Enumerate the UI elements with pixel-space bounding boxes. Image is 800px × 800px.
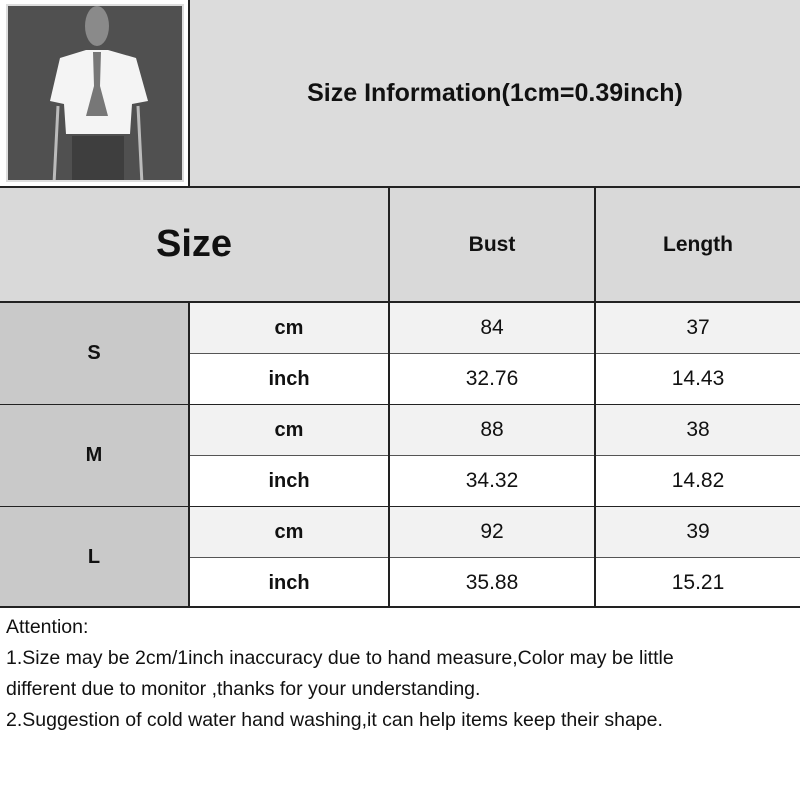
unit-label: inch [190, 558, 388, 608]
length-value: 38 [596, 405, 800, 455]
row-divider [190, 455, 800, 456]
header-length: Length [596, 188, 800, 301]
unit-label: inch [190, 456, 388, 506]
unit-label: cm [190, 507, 388, 557]
length-value: 37 [596, 303, 800, 353]
bust-value: 35.88 [390, 558, 594, 608]
attention-line-1a: 1.Size may be 2cm/1inch inaccuracy due t… [6, 647, 674, 669]
attention-line-1b: different due to monitor ,thanks for you… [6, 678, 481, 700]
attention-line-2: 2.Suggestion of cold water hand washing,… [6, 709, 663, 731]
attention-heading: Attention: [6, 616, 89, 638]
unit-label: cm [190, 405, 388, 455]
length-value: 15.21 [596, 558, 800, 608]
bust-value: 32.76 [390, 354, 594, 404]
size-label: S [0, 303, 188, 404]
bust-value: 88 [390, 405, 594, 455]
size-label: L [0, 507, 188, 608]
row-divider [190, 557, 800, 558]
bust-value: 84 [390, 303, 594, 353]
unit-label: cm [190, 303, 388, 353]
bust-value: 92 [390, 507, 594, 557]
row-divider [190, 353, 800, 354]
header-bust: Bust [390, 188, 594, 301]
bust-value: 34.32 [390, 456, 594, 506]
header-size: Size [0, 188, 388, 301]
length-value: 39 [596, 507, 800, 557]
length-value: 14.82 [596, 456, 800, 506]
page-title: Size Information(1cm=0.39inch) [190, 0, 800, 186]
unit-label: inch [190, 354, 388, 404]
length-value: 14.43 [596, 354, 800, 404]
product-image [6, 4, 184, 182]
size-label: M [0, 405, 188, 506]
attention-notes: Attention: 1.Size may be 2cm/1inch inacc… [6, 612, 796, 736]
